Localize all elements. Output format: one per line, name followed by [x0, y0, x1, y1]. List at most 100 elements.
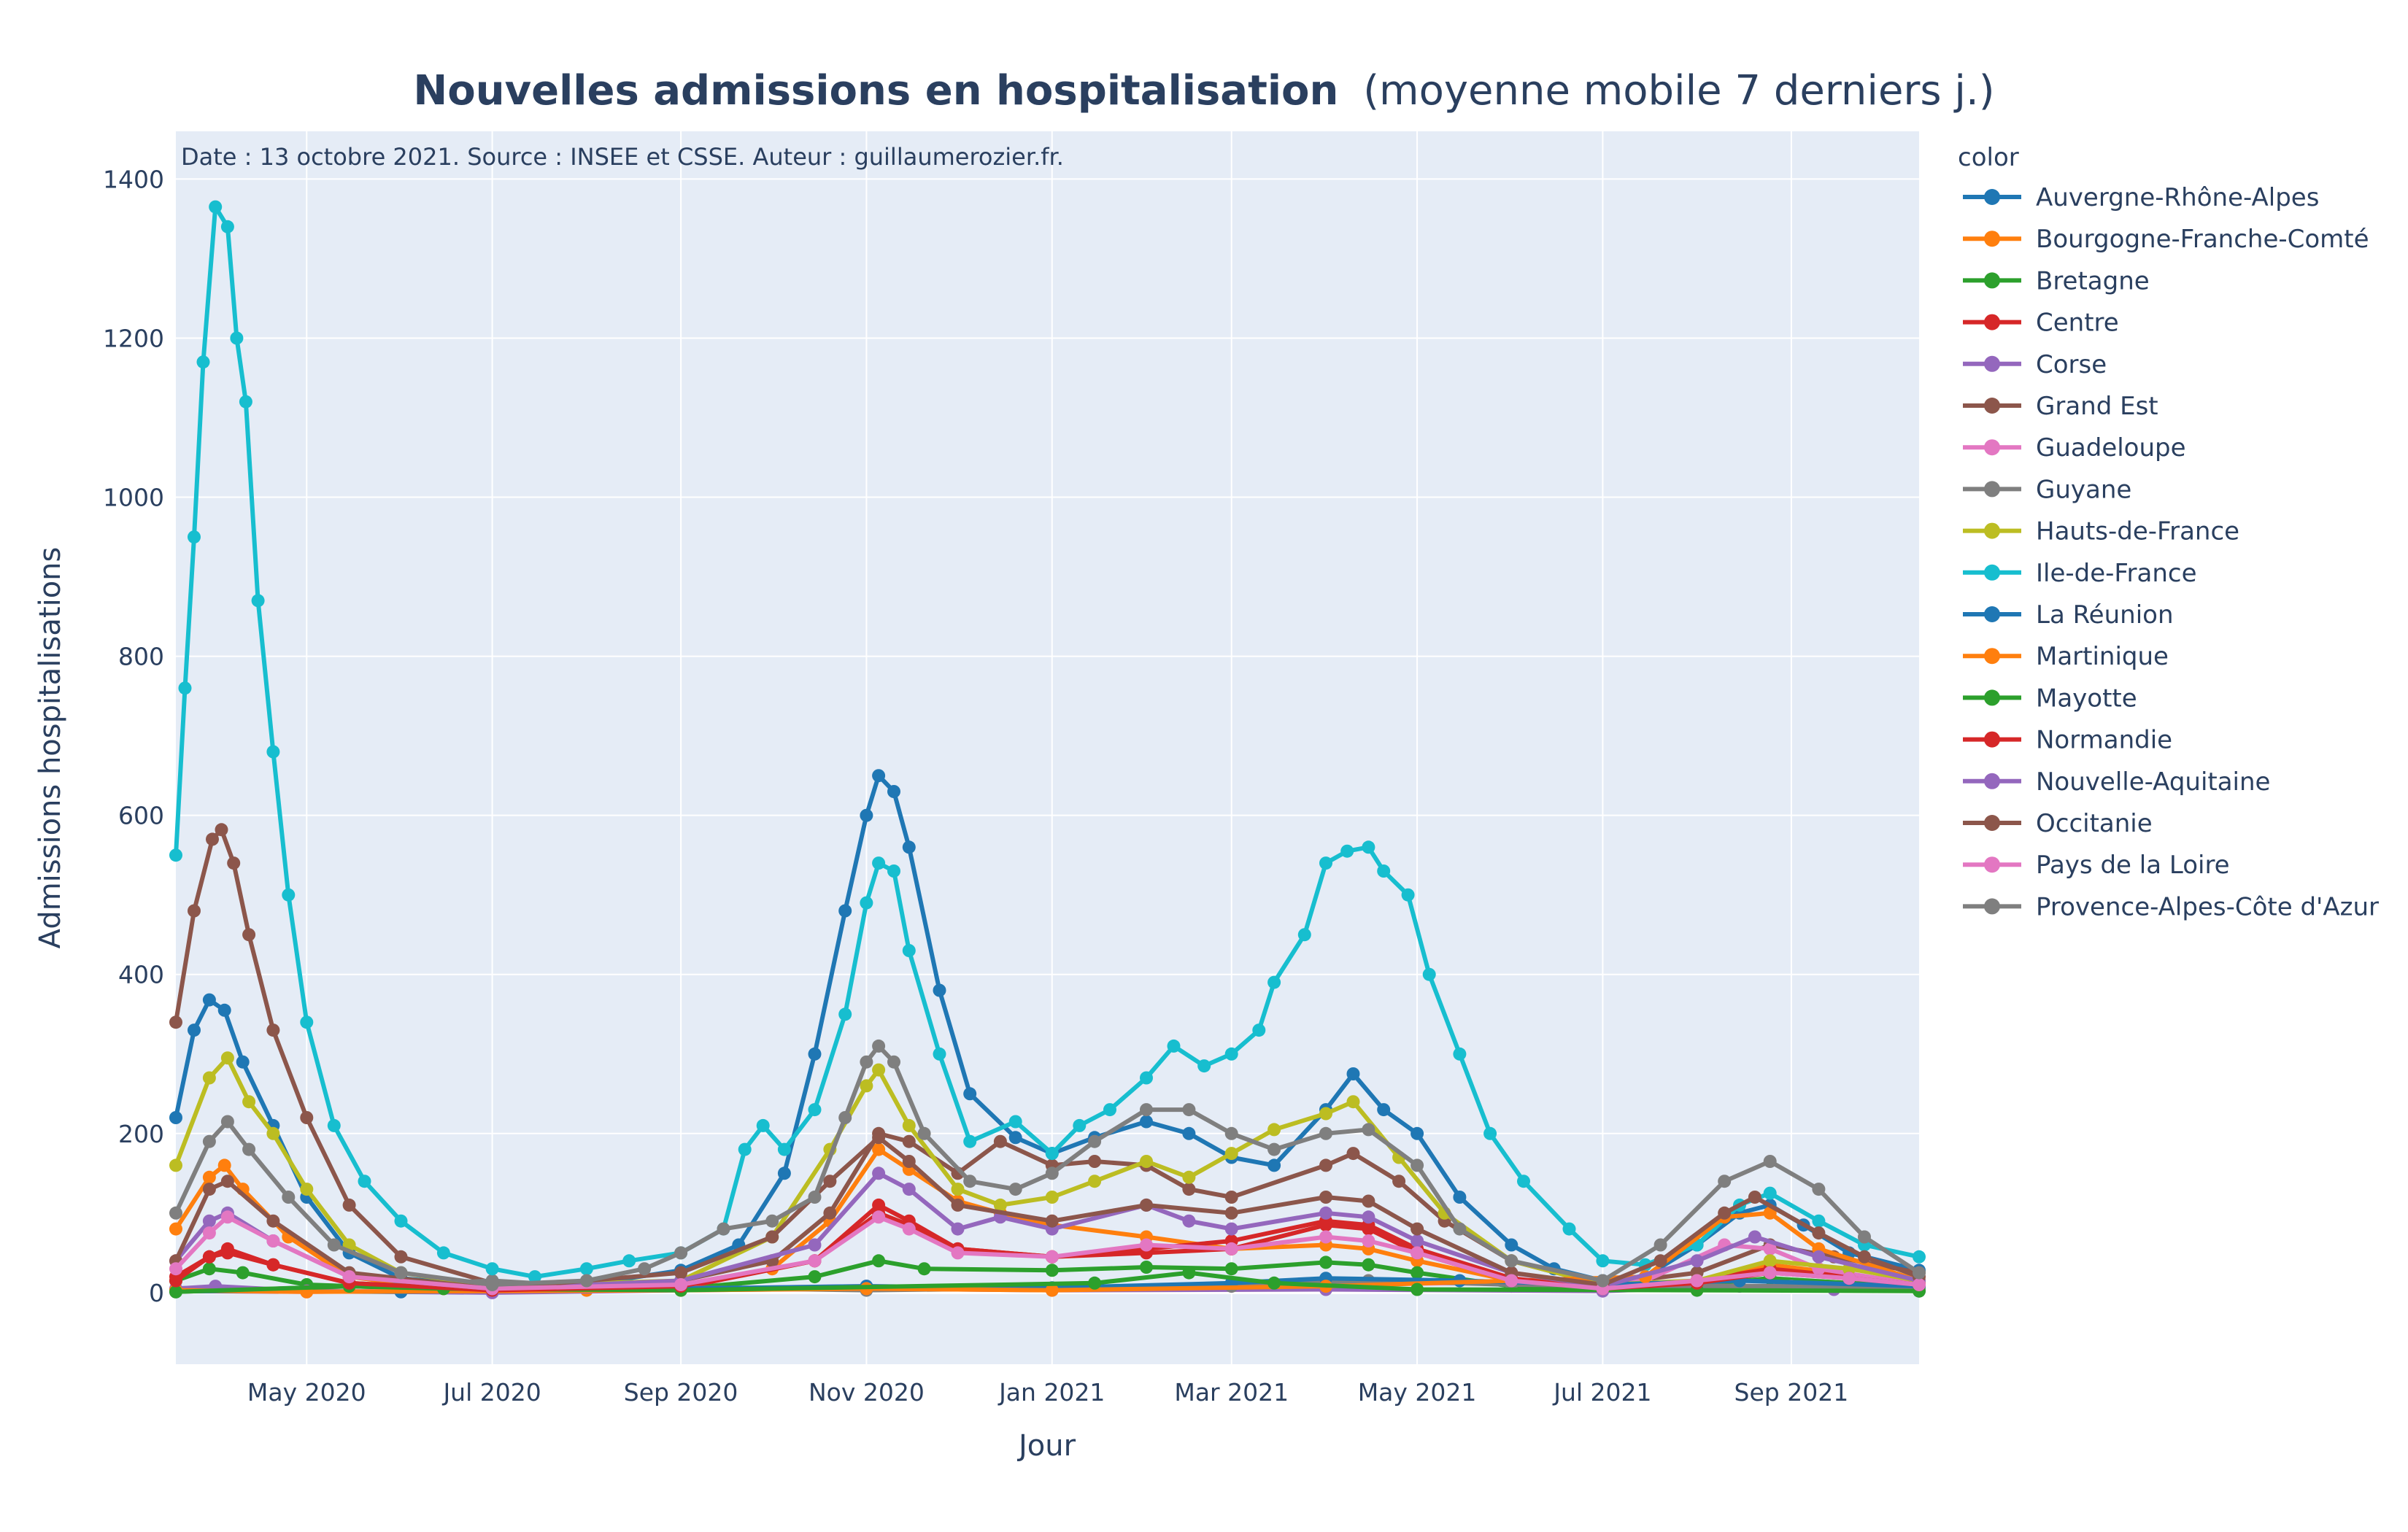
legend-label: Grand Est — [2036, 392, 2158, 421]
data-point — [1411, 1246, 1424, 1260]
data-point — [963, 1087, 977, 1101]
legend-item[interactable]: La Réunion — [1963, 600, 2174, 630]
data-point — [717, 1222, 730, 1236]
data-point — [860, 896, 873, 910]
data-point — [217, 1003, 231, 1017]
data-point — [1267, 1158, 1281, 1172]
x-tick-label: Mar 2021 — [1174, 1378, 1289, 1407]
data-point — [887, 1055, 900, 1069]
data-point — [1763, 1186, 1777, 1200]
legend-label: Hauts-de-France — [2036, 517, 2239, 546]
data-point — [674, 1266, 688, 1280]
y-tick-label: 200 — [118, 1120, 164, 1148]
data-point — [436, 1246, 450, 1260]
data-point — [1224, 1191, 1238, 1204]
data-point — [300, 1111, 314, 1124]
data-point — [169, 1206, 182, 1220]
data-point — [202, 1250, 216, 1264]
data-point — [1842, 1272, 1856, 1285]
data-point — [1690, 1254, 1704, 1268]
legend-item[interactable]: Grand Est — [1963, 392, 2158, 421]
data-point — [765, 1214, 779, 1228]
data-point — [872, 856, 886, 870]
legend-item[interactable]: Occitanie — [1963, 809, 2153, 838]
data-point — [220, 1242, 234, 1256]
legend-item[interactable]: Mayotte — [1963, 684, 2137, 713]
chart-subtitle: (moyenne mobile 7 derniers j.) — [1363, 67, 1994, 115]
legend-item[interactable]: Pays de la Loire — [1963, 851, 2230, 880]
data-point — [1812, 1226, 1826, 1240]
legend-item[interactable]: Martinique — [1963, 642, 2169, 671]
data-point — [202, 1134, 216, 1148]
data-point — [209, 200, 223, 214]
data-point — [1392, 1175, 1406, 1188]
data-point — [1297, 928, 1311, 942]
data-point — [215, 823, 228, 837]
data-point — [808, 1238, 822, 1252]
legend-item[interactable]: Ile-de-France — [1963, 559, 2197, 588]
x-axis-title: Jour — [1016, 1429, 1076, 1463]
data-point — [230, 331, 244, 345]
data-point — [1073, 1118, 1087, 1132]
data-point — [1411, 1126, 1424, 1140]
data-point — [1718, 1206, 1732, 1220]
data-point — [872, 1167, 886, 1180]
data-point — [933, 1047, 946, 1061]
chart-title-main: Nouvelles admissions en hospitalisation — [413, 67, 1338, 115]
legend-item[interactable]: Hauts-de-France — [1963, 517, 2239, 546]
data-point — [808, 1191, 822, 1204]
data-point — [902, 840, 916, 854]
legend-item[interactable]: Bretagne — [1963, 266, 2150, 295]
legend-item[interactable]: Provence-Alpes-Côte d'Azur — [1963, 892, 2379, 921]
data-point — [579, 1274, 593, 1288]
legend-item[interactable]: Corse — [1963, 350, 2107, 379]
data-point — [808, 1103, 822, 1117]
data-point — [1045, 1191, 1059, 1204]
data-point — [188, 530, 201, 544]
series-line — [174, 1135, 1921, 1291]
data-point — [1267, 1142, 1281, 1156]
legend-label: Occitanie — [2036, 809, 2153, 838]
data-point — [169, 1274, 182, 1288]
data-point — [1197, 1059, 1211, 1073]
legend-label: Auvergne-Rhône-Alpes — [2036, 183, 2319, 212]
data-point — [1346, 1067, 1360, 1080]
y-tick-label: 600 — [118, 802, 164, 830]
legend-item[interactable]: Guadeloupe — [1963, 433, 2186, 463]
data-point — [1505, 1254, 1518, 1268]
data-point — [1182, 1266, 1196, 1280]
data-point — [1517, 1175, 1530, 1188]
data-point — [738, 1142, 752, 1156]
legend-swatch-marker — [1984, 189, 2000, 205]
legend-item[interactable]: Guyane — [1963, 475, 2131, 504]
data-point — [1653, 1238, 1667, 1252]
data-point — [1812, 1183, 1826, 1196]
legend-item[interactable]: Auvergne-Rhône-Alpes — [1963, 183, 2319, 212]
data-point — [342, 1270, 356, 1284]
legend: color Auvergne-Rhône-Alpes Bourgogne-Fran… — [1958, 143, 2379, 921]
data-point — [1411, 1222, 1424, 1236]
data-point — [202, 1170, 216, 1184]
y-tick-label: 0 — [149, 1279, 164, 1307]
data-point — [1763, 1242, 1777, 1256]
data-point — [1182, 1214, 1196, 1228]
data-point — [1411, 1266, 1424, 1280]
legend-item[interactable]: Normandie — [1963, 726, 2172, 755]
data-point — [1182, 1183, 1196, 1196]
legend-label: Guyane — [2036, 475, 2131, 504]
data-point — [1748, 1191, 1761, 1204]
source-annotation: Date : 13 octobre 2021. Source : INSEE e… — [181, 143, 1064, 171]
data-point — [1346, 1095, 1360, 1109]
data-point — [282, 888, 296, 902]
legend-swatch-marker — [1984, 606, 2000, 622]
legend-item[interactable]: Centre — [1963, 309, 2119, 338]
legend-item[interactable]: Nouvelle-Aquitaine — [1963, 767, 2270, 797]
legend-swatch-marker — [1984, 689, 2000, 706]
data-point — [777, 1167, 791, 1180]
data-point — [1913, 1250, 1926, 1264]
legend-item[interactable]: Bourgogne-Franche-Comté — [1963, 225, 2369, 254]
data-point — [1182, 1103, 1196, 1117]
data-point — [1748, 1230, 1761, 1244]
data-point — [951, 1246, 965, 1260]
